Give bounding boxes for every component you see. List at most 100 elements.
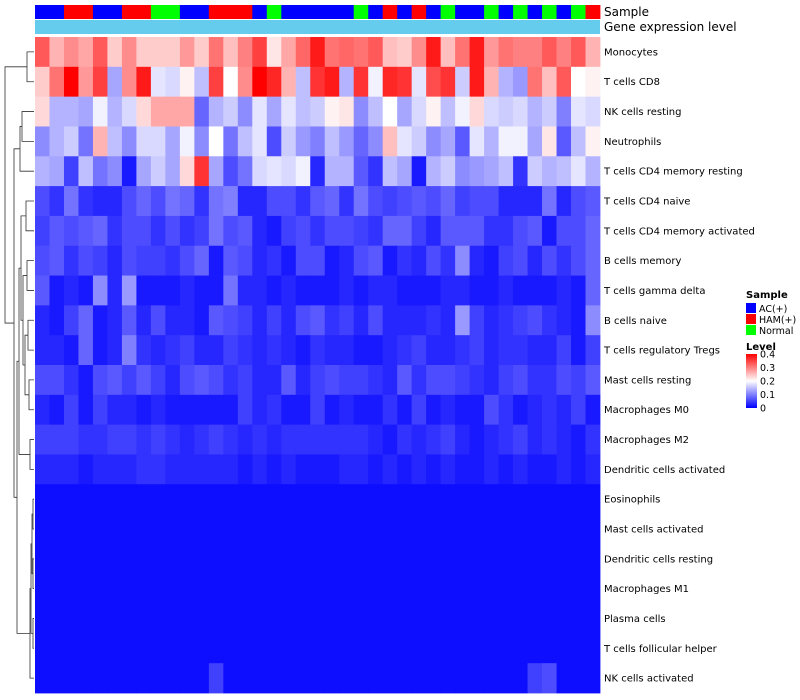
- heatmap-cell: [208, 245, 224, 276]
- heatmap-cell: [78, 514, 94, 545]
- heatmap-cell: [571, 96, 586, 127]
- heatmap-cell: [237, 424, 253, 455]
- heatmap-cell: [150, 394, 166, 426]
- heatmap-cell: [556, 156, 572, 187]
- level-tick-label: 0.1: [760, 390, 775, 401]
- heatmap-cell: [382, 424, 398, 455]
- heatmap-cell: [426, 365, 442, 396]
- heatmap-cell: [35, 394, 50, 426]
- row-label: T cells regulatory Tregs: [603, 346, 720, 357]
- heatmap-cell: [281, 603, 297, 634]
- heatmap-cell: [150, 424, 166, 455]
- heatmap-cell: [397, 245, 413, 276]
- heatmap-cell: [513, 335, 528, 366]
- heatmap-cell: [281, 633, 297, 664]
- heatmap-cell: [121, 186, 137, 217]
- heatmap-cell: [411, 633, 427, 664]
- heatmap-cell: [150, 245, 166, 276]
- heatmap-cell: [484, 305, 499, 336]
- heatmap-cell: [237, 663, 253, 694]
- heatmap-cell: [469, 96, 485, 127]
- heatmap-cell: [353, 365, 369, 396]
- heatmap-cell: [78, 335, 94, 366]
- heatmap-cell: [78, 543, 94, 575]
- heatmap-cell: [368, 126, 384, 157]
- heatmap-cell: [353, 66, 369, 98]
- heatmap-cell: [571, 484, 586, 515]
- heatmap-cell: [455, 514, 471, 545]
- heatmap-cell: [35, 66, 50, 98]
- heatmap-cell: [469, 215, 485, 247]
- dendrogram-branch: [27, 319, 34, 351]
- heatmap-cell: [513, 394, 528, 426]
- heatmap-cell: [35, 96, 50, 127]
- heatmap-cell: [295, 454, 311, 485]
- heatmap-cell: [542, 573, 557, 604]
- row-label: NK cells activated: [604, 674, 694, 685]
- heatmap-cell: [281, 186, 297, 217]
- heatmap-cell: [281, 365, 297, 396]
- sample-group-cell: [426, 5, 442, 19]
- heatmap-cell: [252, 663, 268, 694]
- heatmap-cell: [179, 394, 195, 426]
- heatmap-cell: [35, 484, 50, 515]
- heatmap-cell: [295, 96, 311, 127]
- heatmap-cell: [542, 186, 557, 217]
- heatmap-cell: [165, 424, 181, 455]
- heatmap-cell: [339, 96, 355, 127]
- heatmap-cell: [585, 96, 601, 127]
- heatmap-cell: [252, 156, 268, 187]
- heatmap-cell: [150, 603, 166, 634]
- heatmap-cell: [179, 663, 195, 694]
- heatmap-cell: [353, 603, 369, 634]
- heatmap-cell: [585, 603, 601, 634]
- heatmap-cell: [484, 603, 499, 634]
- heatmap-cell: [585, 37, 601, 68]
- heatmap-cell: [92, 633, 108, 664]
- heatmap-cell: [397, 514, 413, 545]
- heatmap-cell: [310, 215, 326, 247]
- sample-group-cell: [107, 5, 123, 19]
- heatmap-cell: [150, 365, 166, 396]
- heatmap-cell: [107, 245, 123, 276]
- heatmap-cell: [136, 275, 152, 306]
- heatmap-cell: [252, 215, 268, 247]
- heatmap-cell: [107, 543, 123, 575]
- heatmap-cell: [121, 394, 137, 426]
- heatmap-cell: [179, 365, 195, 396]
- heatmap-cell: [484, 245, 499, 276]
- heatmap-cell: [571, 66, 586, 98]
- heatmap-cell: [295, 245, 311, 276]
- heatmap-cell: [194, 335, 210, 366]
- heatmap-cell: [208, 484, 224, 515]
- heatmap-cell: [368, 603, 384, 634]
- heatmap-cell: [63, 215, 79, 247]
- heatmap-cell: [542, 126, 557, 157]
- heatmap-cell: [121, 66, 137, 98]
- heatmap-cell: [513, 633, 528, 664]
- heatmap-cell: [295, 484, 311, 515]
- heatmap-cell: [92, 156, 108, 187]
- heatmap-cell: [324, 186, 340, 217]
- heatmap-cell: [411, 424, 427, 455]
- row-label: Eosinophils: [604, 495, 660, 506]
- heatmap-cell: [368, 275, 384, 306]
- heatmap-cell: [455, 66, 471, 98]
- heatmap-cell: [542, 305, 557, 336]
- heatmap-cell: [368, 424, 384, 455]
- sample-group-cell: [136, 5, 152, 19]
- heatmap-cell: [484, 335, 499, 366]
- heatmap-cell: [281, 96, 297, 127]
- heatmap-cell: [223, 543, 239, 575]
- heatmap-cell: [527, 633, 543, 664]
- heatmap-cell: [136, 543, 152, 575]
- heatmap-cell: [237, 305, 253, 336]
- heatmap-cell: [469, 663, 485, 694]
- heatmap-cell: [35, 514, 50, 545]
- heatmap-cell: [237, 126, 253, 157]
- heatmap-cell: [310, 305, 326, 336]
- heatmap-cell: [556, 37, 572, 68]
- heatmap-cell: [179, 335, 195, 366]
- heatmap-cell: [121, 96, 137, 127]
- heatmap-cell: [556, 186, 572, 217]
